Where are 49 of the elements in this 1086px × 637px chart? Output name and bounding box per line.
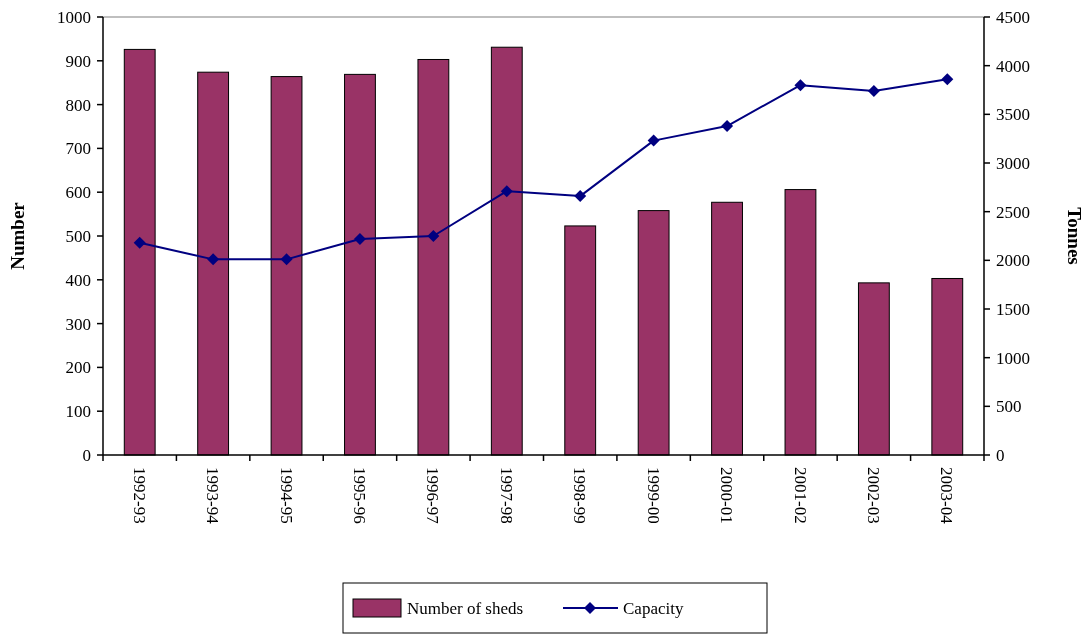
y2-tick-label: 4000: [996, 56, 1030, 76]
legend-label: Capacity: [623, 598, 684, 618]
x-tick-label: 1993-94: [203, 467, 223, 525]
point: [133, 236, 146, 249]
y2-tick-label: 1000: [996, 348, 1030, 368]
y-tick-label: 400: [65, 270, 91, 290]
x-tick-label: 2002-03: [863, 467, 883, 524]
y-axis-title: Number: [7, 201, 28, 270]
x-tick-label: 1996-97: [423, 467, 443, 525]
y2-tick-label: 3500: [996, 105, 1030, 125]
y2-tick-label: 2000: [996, 251, 1030, 271]
point: [721, 120, 734, 133]
point: [647, 134, 660, 147]
x-tick-label: 2000-01: [717, 467, 737, 524]
y2-tick-label: 3000: [996, 153, 1030, 173]
x-tick-label: 1999-00: [643, 467, 663, 524]
legend-label: Number of sheds: [407, 598, 524, 618]
x-tick-label: 1992-93: [129, 467, 149, 524]
point: [867, 84, 880, 97]
y2-tick-label: 500: [996, 397, 1022, 417]
point: [207, 253, 220, 266]
y-tick-label: 800: [65, 95, 91, 115]
point: [941, 73, 954, 86]
y-tick-label: 0: [82, 445, 91, 465]
x-tick-label: 1997-98: [496, 467, 516, 524]
point: [280, 253, 293, 266]
y2-tick-label: 1500: [996, 299, 1030, 319]
y2-tick-label: 4500: [996, 7, 1030, 27]
y-tick-label: 100: [65, 402, 91, 422]
point: [500, 185, 513, 198]
y-tick-label: 700: [65, 139, 91, 159]
x-tick-label: 1998-99: [570, 467, 590, 524]
y2-tick-label: 2500: [996, 202, 1030, 222]
y-tick-label: 300: [65, 314, 91, 334]
y-tick-label: 500: [65, 226, 91, 246]
y2-axis-title: Tonnes: [1064, 207, 1085, 265]
y-tick-label: 600: [65, 183, 91, 203]
point: [574, 190, 587, 203]
x-tick-label: 2003-04: [937, 467, 957, 525]
y-tick-label: 1000: [57, 7, 91, 27]
y-tick-label: 200: [65, 358, 91, 378]
y2-tick-label: 0: [996, 445, 1005, 465]
x-tick-label: 1994-95: [276, 467, 296, 524]
point: [794, 79, 807, 92]
y-tick-label: 900: [65, 51, 91, 71]
x-tick-label: 1995-96: [350, 467, 370, 524]
x-tick-label: 2001-02: [790, 467, 810, 524]
point: [353, 232, 366, 245]
point: [427, 230, 440, 242]
